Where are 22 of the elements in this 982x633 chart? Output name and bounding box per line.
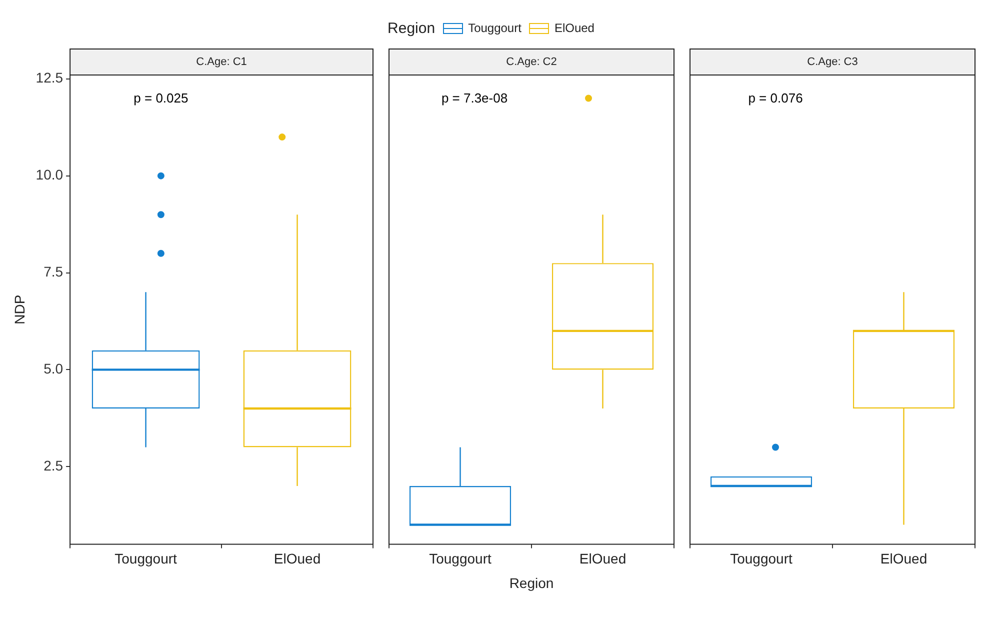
- chart-title: C.Age: C3: [807, 56, 858, 68]
- y-tick-label: 7.5: [44, 264, 64, 280]
- x-tick-label: ElOued: [880, 550, 928, 566]
- y-tick-label: 5.0: [44, 360, 64, 377]
- x-tick-label: Touggourt: [730, 550, 792, 566]
- y-tick-label: 12.5: [36, 70, 64, 86]
- annotation: p = 7.3e-08: [441, 90, 508, 106]
- chart-title: C.Age: C1: [196, 56, 247, 68]
- x-tick-label: ElOued: [274, 550, 321, 566]
- legend-label: ElOued: [554, 21, 594, 35]
- y-tick-label: 2.5: [44, 458, 64, 474]
- legend-title: Region: [388, 20, 436, 36]
- x-axis-title: Region: [509, 574, 554, 591]
- annotation: p = 0.076: [748, 90, 803, 106]
- legend-label: Touggourt: [468, 21, 522, 35]
- y-axis-title: NDP: [11, 294, 28, 324]
- annotation: p = 0.025: [134, 90, 188, 106]
- x-tick-label: ElOued: [579, 550, 626, 566]
- chart-title: C.Age: C2: [506, 56, 557, 68]
- y-tick-label: 10.0: [36, 166, 64, 183]
- x-tick-label: Touggourt: [429, 550, 492, 566]
- x-tick-label: Touggourt: [114, 550, 178, 566]
